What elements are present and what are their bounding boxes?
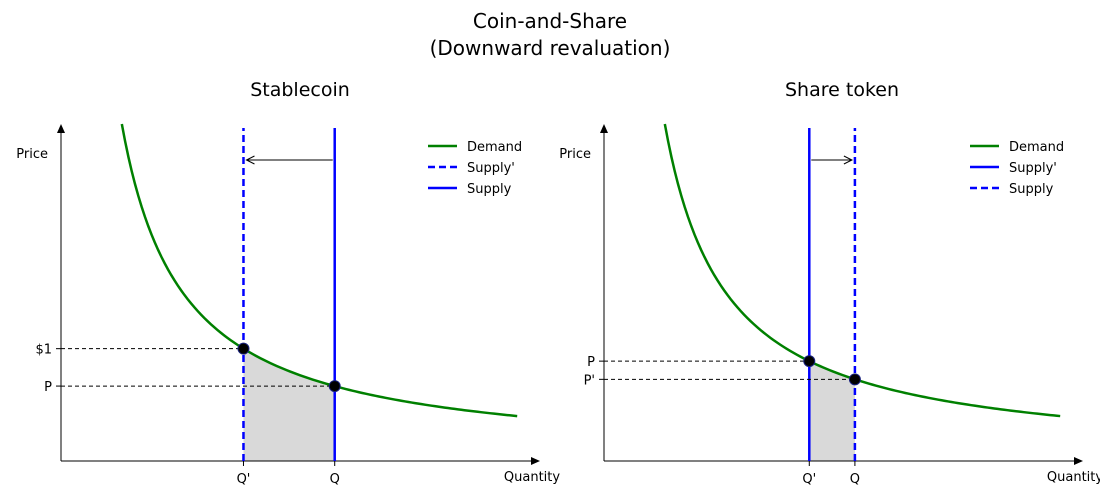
legend-label: Supply' — [1009, 161, 1057, 176]
x-tick-label: Q — [330, 472, 340, 487]
equilibrium-point — [237, 342, 250, 355]
shaded-area — [809, 361, 855, 461]
demand-curve — [663, 123, 1061, 418]
y-tick-label: $1 — [35, 343, 52, 358]
panel-title: Stablecoin — [250, 79, 350, 101]
x-tick-label: Q — [850, 472, 860, 487]
shift-arrowhead — [843, 155, 854, 165]
y-tick-label: P — [44, 380, 52, 395]
legend-label: Supply — [1009, 182, 1054, 197]
y-axis-label: Price — [16, 147, 48, 162]
x-axis-arrowhead — [1074, 457, 1083, 465]
x-tick-label: Q' — [237, 472, 251, 487]
legend-label: Demand — [1009, 140, 1064, 155]
legend-label: Supply' — [467, 161, 515, 176]
x-tick-label: Q' — [802, 472, 816, 487]
y-tick-label: P — [587, 355, 595, 370]
legend-label: Demand — [467, 140, 522, 155]
shift-arrowhead — [245, 155, 255, 165]
legend-label: Supply — [467, 182, 512, 197]
panel-share-token: Share token Price Quantity P Q' P' Q Demand Supp… — [559, 79, 1100, 487]
equilibrium-point — [328, 380, 341, 393]
figure-title-line1: Coin-and-Share — [473, 9, 627, 33]
figure-title-line2: (Downward revaluation) — [430, 36, 671, 60]
x-axis-label: Quantity — [1047, 470, 1100, 485]
y-axis-label: Price — [559, 147, 591, 162]
y-tick-label: P' — [584, 373, 595, 388]
equilibrium-point — [848, 373, 861, 386]
shaded-area — [243, 348, 335, 461]
y-axis-arrowhead — [57, 124, 65, 133]
equilibrium-point — [803, 355, 816, 368]
demand-curve — [120, 123, 518, 418]
panel-title: Share token — [785, 79, 899, 101]
y-axis-arrowhead — [600, 124, 608, 133]
x-axis-arrowhead — [531, 457, 540, 465]
x-axis-label: Quantity — [504, 470, 560, 485]
panel-stablecoin: Stablecoin Price Quantity $1 Q' P Q Demand Suppl… — [16, 79, 560, 487]
